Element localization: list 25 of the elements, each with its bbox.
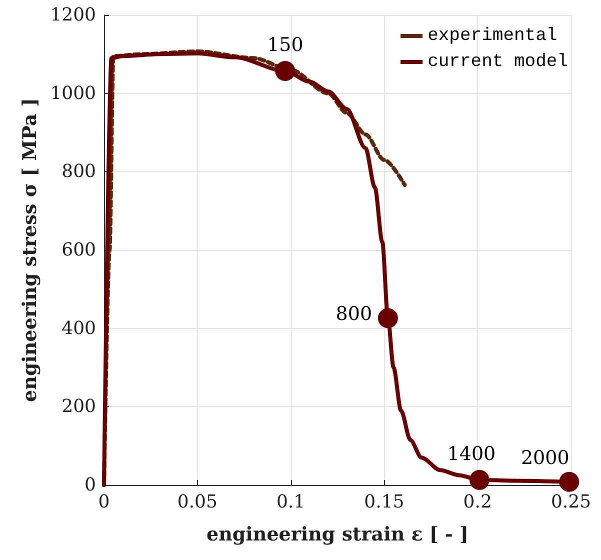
annotation: 2000: [520, 446, 570, 469]
x-tick-label: 0.1: [276, 492, 306, 512]
y-axis-title: engineering stress σ [ MPa ]: [18, 98, 41, 402]
y-tick-label: 400: [62, 318, 96, 339]
x-axis-title: engineering strain ε [ - ]: [206, 524, 469, 546]
x-tick-label: 0.25: [550, 492, 592, 512]
y-tick-label: 1200: [50, 4, 96, 26]
x-tick-label: 0.2: [463, 492, 492, 512]
point: [378, 308, 398, 328]
point: [469, 470, 490, 490]
y-tick-label: 200: [62, 396, 96, 418]
annotation: 1400: [447, 442, 496, 465]
legend-label: current model: [428, 52, 568, 72]
y-tick-label: 0: [84, 474, 96, 496]
y-tick-label: 600: [62, 240, 96, 260]
x-tick-label: 0.05: [177, 492, 218, 512]
y-tick-label: 1000: [50, 82, 96, 104]
legend-label: experimental: [428, 26, 558, 46]
point: [559, 472, 580, 492]
y-tick-label: 800: [62, 161, 96, 182]
point: [275, 61, 296, 82]
x-tick-label: 0.15: [364, 492, 404, 512]
x-tick-label: 0: [98, 492, 110, 512]
annotation: 800: [336, 303, 372, 326]
annotation: 150: [267, 34, 304, 56]
